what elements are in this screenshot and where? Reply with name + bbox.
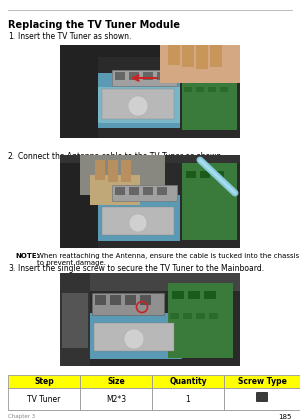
Bar bbox=[220, 87, 228, 92]
Bar bbox=[160, 45, 240, 83]
Bar bbox=[80, 155, 165, 195]
Bar bbox=[204, 291, 216, 299]
Bar bbox=[214, 65, 224, 72]
Bar bbox=[152, 388, 224, 410]
Text: NOTE:: NOTE: bbox=[15, 253, 39, 259]
Bar bbox=[60, 155, 98, 248]
Bar bbox=[168, 283, 233, 358]
Bar bbox=[188, 291, 200, 299]
Text: 3.: 3. bbox=[8, 264, 15, 273]
Bar bbox=[8, 388, 80, 410]
Bar bbox=[60, 45, 240, 138]
Bar bbox=[115, 187, 125, 195]
Bar bbox=[102, 89, 174, 119]
Bar bbox=[152, 375, 224, 388]
Text: Connect the Antenna cable to the TV Tuner as shown.: Connect the Antenna cable to the TV Tune… bbox=[18, 152, 224, 161]
Bar bbox=[182, 57, 237, 130]
Bar bbox=[60, 155, 240, 248]
Bar bbox=[112, 185, 177, 201]
Bar bbox=[129, 72, 139, 80]
Bar bbox=[60, 45, 98, 138]
Bar bbox=[200, 65, 210, 72]
Text: Replacing the TV Tuner Module: Replacing the TV Tuner Module bbox=[8, 20, 180, 30]
Bar bbox=[102, 207, 174, 235]
Text: 1.: 1. bbox=[8, 32, 15, 41]
Text: When reattaching the Antenna, ensure the cable is tucked into the chassis to pre: When reattaching the Antenna, ensure the… bbox=[37, 253, 299, 266]
Bar bbox=[60, 155, 240, 163]
Bar bbox=[196, 87, 204, 92]
Text: 1: 1 bbox=[186, 394, 190, 404]
Bar bbox=[90, 175, 140, 205]
FancyBboxPatch shape bbox=[256, 392, 268, 402]
Bar bbox=[143, 72, 153, 80]
Bar bbox=[186, 65, 196, 72]
Bar bbox=[170, 313, 179, 319]
Text: Insert the TV Tuner as shown.: Insert the TV Tuner as shown. bbox=[18, 32, 131, 41]
Text: Screw Type: Screw Type bbox=[238, 377, 286, 386]
Bar bbox=[224, 375, 300, 388]
Circle shape bbox=[129, 214, 147, 232]
Text: 185: 185 bbox=[279, 414, 292, 420]
Bar bbox=[60, 273, 90, 366]
Bar bbox=[108, 160, 118, 182]
Bar bbox=[90, 313, 182, 359]
Bar bbox=[214, 171, 224, 178]
Bar bbox=[95, 160, 105, 180]
Bar bbox=[196, 313, 205, 319]
Text: Chapter 3: Chapter 3 bbox=[8, 414, 35, 419]
Bar bbox=[209, 313, 218, 319]
Bar bbox=[186, 171, 196, 178]
Bar bbox=[184, 87, 192, 92]
Text: Insert the single screw to secure the TV Tuner to the Mainboard.: Insert the single screw to secure the TV… bbox=[18, 264, 264, 273]
Bar bbox=[143, 187, 153, 195]
Bar bbox=[125, 295, 136, 305]
Bar bbox=[98, 73, 180, 128]
Bar bbox=[157, 72, 167, 80]
Bar bbox=[115, 72, 125, 80]
Bar bbox=[182, 163, 237, 240]
Text: TV Tuner: TV Tuner bbox=[27, 394, 61, 404]
Circle shape bbox=[128, 96, 148, 116]
Bar bbox=[80, 375, 152, 388]
Bar bbox=[110, 295, 121, 305]
Bar bbox=[8, 375, 80, 388]
Bar bbox=[182, 45, 194, 67]
Bar bbox=[62, 293, 88, 348]
Text: Size: Size bbox=[107, 377, 125, 386]
Text: M2*3: M2*3 bbox=[106, 394, 126, 404]
Bar bbox=[98, 195, 180, 241]
Bar bbox=[157, 187, 167, 195]
Bar bbox=[210, 45, 222, 67]
Bar bbox=[172, 291, 184, 299]
Text: Quantity: Quantity bbox=[169, 377, 207, 386]
Bar bbox=[140, 295, 151, 305]
Bar bbox=[196, 45, 208, 69]
Bar bbox=[183, 313, 192, 319]
Bar bbox=[60, 273, 240, 291]
Text: Step: Step bbox=[34, 377, 54, 386]
Bar bbox=[112, 70, 177, 86]
Bar bbox=[129, 187, 139, 195]
Bar bbox=[200, 171, 210, 178]
Bar bbox=[98, 87, 180, 123]
Bar bbox=[60, 45, 240, 57]
Bar bbox=[60, 273, 240, 366]
Circle shape bbox=[124, 329, 144, 349]
Bar bbox=[224, 388, 300, 410]
Bar bbox=[95, 295, 106, 305]
Bar bbox=[92, 293, 164, 315]
Text: 2.: 2. bbox=[8, 152, 15, 161]
Bar bbox=[121, 160, 131, 182]
Bar bbox=[208, 87, 216, 92]
Bar bbox=[80, 388, 152, 410]
Bar bbox=[168, 45, 180, 65]
Bar bbox=[94, 323, 174, 351]
